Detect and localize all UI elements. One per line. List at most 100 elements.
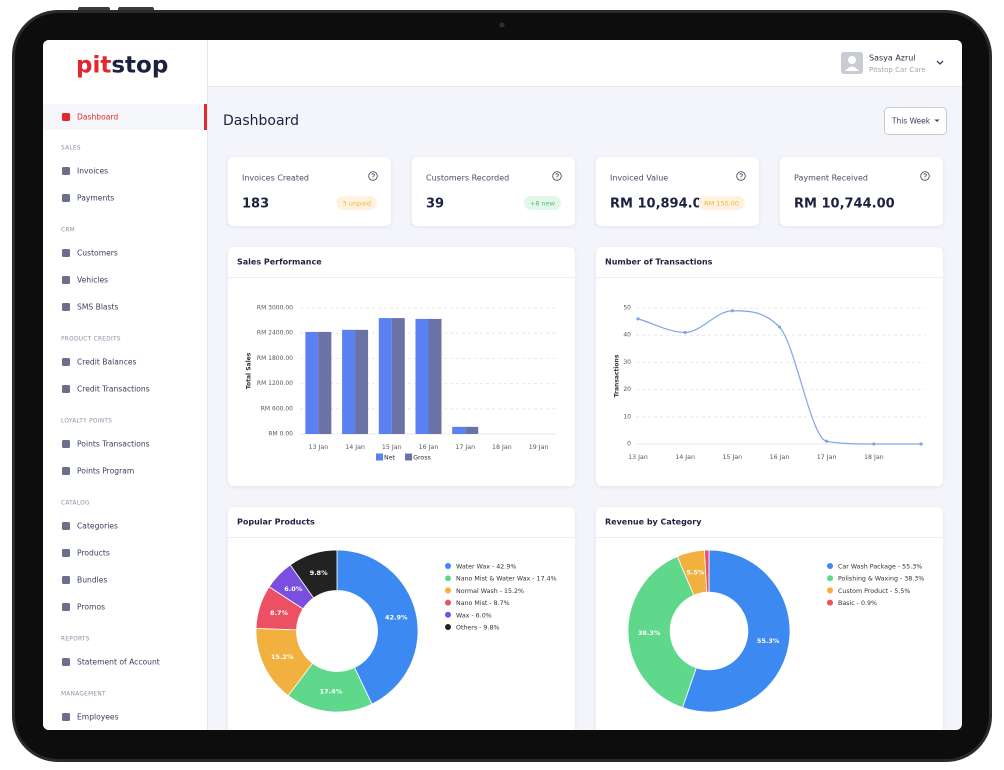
y-tick-label: 40 (623, 332, 631, 339)
legend-label: Nano Mist - 8.7% (456, 600, 510, 607)
nav-item[interactable]: SMS Blasts (62, 303, 119, 312)
legend-item[interactable]: Gross (405, 453, 431, 462)
bar (305, 331, 319, 434)
pie-value-label: 5.5% (686, 569, 705, 577)
bar (318, 331, 332, 434)
legend-item[interactable]: Custom Product - 5.5% (827, 587, 910, 595)
legend-label: Polishing & Waxing - 38.3% (838, 576, 924, 583)
pie-value-label: 8.7% (270, 609, 289, 617)
legend-item[interactable]: Car Wash Package - 55.3% (827, 563, 922, 571)
panel-title: Sales Performance (237, 258, 322, 267)
help-icon[interactable] (552, 171, 562, 181)
nav-icon (62, 549, 70, 557)
card-background (596, 157, 759, 226)
legend-item[interactable]: Net (376, 453, 396, 462)
pie-value-label: 9.8% (310, 569, 329, 577)
nav-item[interactable]: Payments (62, 194, 114, 203)
period-dropdown[interactable]: This Week (884, 107, 947, 135)
pie-value-label: 6.0% (284, 585, 303, 593)
nav-item[interactable]: Points Program (62, 467, 134, 476)
legend-item[interactable]: Wax - 6.0% (445, 611, 492, 620)
legend-item[interactable]: Nano Mist & Water Wax - 17.4% (445, 575, 557, 583)
legend-item[interactable]: Polishing & Waxing - 38.3% (827, 575, 924, 583)
avatar-icon (845, 66, 859, 71)
nav-label: Points Transactions (77, 440, 150, 449)
legend-label: Water Wax - 42.9% (456, 564, 516, 571)
nav-section-title: MANAGEMENT (61, 692, 106, 698)
nav-item[interactable]: Bundles (62, 576, 107, 585)
y-tick-label: 20 (623, 386, 631, 393)
nav-item[interactable]: Credit Balances (62, 358, 137, 367)
point (636, 317, 640, 321)
nav-item[interactable]: Categories (62, 522, 118, 531)
x-tick-label: 13 Jan (308, 444, 328, 451)
nav-icon (62, 440, 70, 448)
stat-card: Invoices Created 183 3 unpaid (228, 157, 391, 226)
help-icon[interactable] (368, 171, 378, 181)
legend-swatch (445, 599, 451, 606)
nav-item[interactable]: Employees (62, 713, 119, 722)
y-tick-label: RM 600.00 (261, 405, 293, 412)
help-icon[interactable] (736, 171, 746, 181)
stat-badge-label: +8 new (530, 200, 556, 208)
nav-label: Promos (77, 603, 105, 612)
nav-icon (62, 303, 70, 311)
legend-label: Gross (413, 455, 431, 462)
user-name: Sasya Azrul (869, 54, 916, 63)
camera (499, 22, 505, 28)
nav-item[interactable]: Points Transactions (62, 440, 150, 449)
bar (452, 426, 466, 434)
nav-icon (62, 522, 70, 530)
screen: Sasya Azrul Pitstop Car Care Dashboard T… (43, 40, 962, 730)
nav-item[interactable]: Products (62, 549, 110, 558)
user-company: Pitstop Car Care (869, 66, 926, 74)
legend-item[interactable]: Nano Mist - 8.7% (445, 599, 510, 608)
nav-item[interactable]: Customers (62, 249, 118, 258)
bar (342, 329, 356, 434)
pie-segment (289, 549, 338, 599)
nav-item[interactable]: Dashboard (43, 104, 207, 130)
pie-value-label: 55.3% (757, 637, 780, 645)
legend-item[interactable]: Others - 9.8% (445, 624, 499, 632)
nav-label: Credit Balances (77, 358, 137, 367)
nav-item[interactable]: Credit Transactions (62, 385, 150, 394)
nav-icon (62, 385, 70, 393)
legend-item[interactable]: Normal Wash - 15.2% (445, 587, 524, 595)
panel-title: Popular Products (237, 518, 315, 527)
legend-label: Car Wash Package - 55.3% (838, 564, 922, 571)
chart-panel: Sales Performance RM 0.00 RM 600.00 RM 1200… (228, 247, 575, 486)
stat-label: Invoices Created (242, 174, 309, 183)
legend-swatch (445, 624, 451, 630)
nav-label: SMS Blasts (77, 303, 119, 312)
panel-title: Number of Transactions (605, 258, 713, 267)
nav-label: Invoices (77, 167, 108, 176)
nav-icon (62, 576, 70, 584)
chart-panel: Revenue by Category 55.3% 38.3% 5.5% Car Was… (596, 507, 943, 730)
stat-label: Invoiced Value (610, 174, 668, 183)
nav-item[interactable]: Invoices (62, 167, 108, 176)
bar (391, 318, 405, 434)
dropdown-label: This Week (891, 117, 931, 126)
logo: stop (111, 53, 168, 79)
x-tick-label: 17 Jan (817, 454, 837, 461)
x-tick-label: 16 Jan (419, 444, 439, 451)
nav-item[interactable]: Promos (62, 603, 105, 612)
y-tick-label: 0 (627, 441, 631, 448)
y-axis-title: Transactions (614, 354, 621, 397)
x-tick-label: 18 Jan (864, 454, 884, 461)
help-icon[interactable] (920, 171, 930, 181)
bar (465, 426, 479, 434)
nav-item[interactable]: Vehicles (62, 276, 108, 285)
legend-item[interactable]: Water Wax - 42.9% (445, 563, 516, 571)
y-tick-label: RM 0.00 (268, 431, 293, 438)
chart-panel: Number of Transactions 0 10 20 30 40 50 Transac… (596, 247, 943, 486)
legend-item[interactable]: Basic - 0.9% (827, 599, 877, 608)
user-menu[interactable]: Sasya Azrul Pitstop Car Care (841, 52, 944, 74)
nav-icon (62, 467, 70, 475)
nav-item[interactable]: Statement of Account (62, 658, 160, 667)
legend-label: Basic - 0.9% (838, 600, 877, 607)
legend-swatch (445, 563, 451, 569)
dropdown-caret (934, 119, 940, 122)
nav-label: Customers (77, 249, 118, 258)
